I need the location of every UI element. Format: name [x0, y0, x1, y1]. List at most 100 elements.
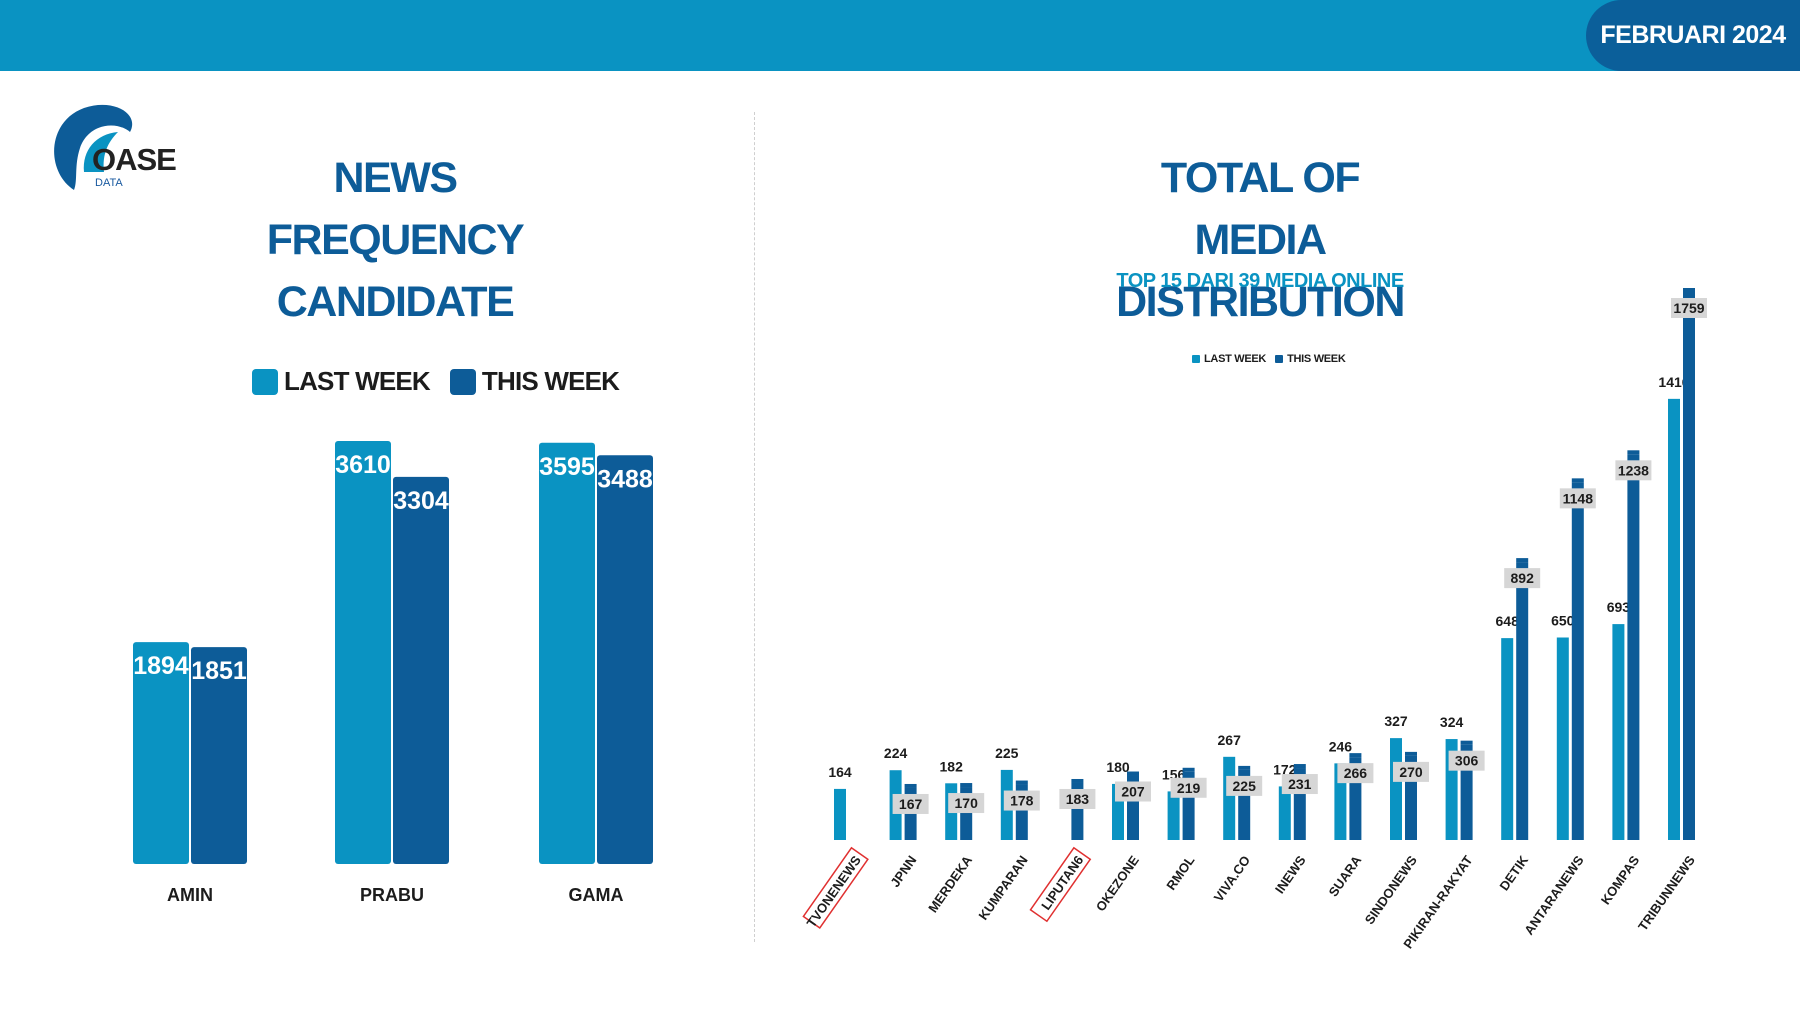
bar-prabu-this-week [393, 476, 449, 864]
value-label-inews-last-week: 172 [1273, 761, 1297, 777]
bar-cap-antaranews-this-week [1571, 478, 1584, 483]
left-chart-title: NEWS FREQUENCY CANDIDATE [230, 147, 560, 333]
category-label-merdeka: MERDEKA [925, 852, 975, 915]
value-box-merdeka-this-week [948, 793, 985, 814]
value-label-gama-last-week: 3595 [539, 453, 595, 481]
legend-swatch-this-week [1275, 355, 1284, 363]
bar-cap-kumparan-this-week [1015, 780, 1028, 785]
bar-detik-last-week [1501, 638, 1514, 840]
value-label-merdeka-this-week: 170 [955, 795, 979, 811]
value-box-okezone-this-week [1115, 781, 1151, 802]
legend-label-this-week: THIS WEEK [1287, 353, 1346, 365]
value-box-viva-co-this-week [1226, 775, 1263, 796]
value-label-liputan6-this-week: 183 [1066, 791, 1090, 807]
highlight-box-tvonenews [802, 846, 869, 930]
value-label-kumparan-this-week: 178 [1010, 793, 1034, 809]
category-label-kompas: KOMPAS [1598, 853, 1643, 908]
legend-label-last-week: LAST WEEK [1204, 353, 1267, 365]
bar-cap-inews-this-week [1293, 764, 1306, 769]
highlight-box-liputan6 [1029, 846, 1092, 923]
category-group-tribunnews: TRIBUNNEWS [1635, 853, 1698, 934]
category-label-prabu: PRABU [360, 885, 424, 905]
bar-cap-rmol-this-week [1182, 767, 1195, 772]
category-label-tribunnews: TRIBUNNEWS [1635, 853, 1698, 934]
bar-prabu-last-week [335, 441, 391, 864]
legend-label-last-week: LAST WEEK [284, 366, 431, 396]
value-label-viva-co-this-week: 225 [1233, 778, 1257, 794]
value-label-sindonews-last-week: 327 [1384, 713, 1408, 729]
value-label-pikiran-rakyat-this-week: 306 [1455, 753, 1479, 769]
value-label-inews-this-week: 231 [1288, 776, 1312, 792]
bar-cap-liputan6-this-week [1071, 778, 1084, 783]
oase-logo-icon [54, 104, 133, 190]
value-box-kumparan-this-week [1003, 790, 1040, 811]
bar-cap-viva-co-this-week [1238, 765, 1251, 770]
left-legend: LAST WEEK THIS WEEK [252, 366, 620, 397]
category-label-kumparan: KUMPARAN [975, 853, 1030, 923]
bar-cap-suara-this-week [1349, 753, 1362, 758]
value-label-tvonenews-last-week: 164 [828, 764, 852, 780]
category-label-viva-co: VIVA.CO [1211, 853, 1253, 905]
bar-rmol-last-week [1167, 791, 1180, 840]
left-title-line2: CANDIDATE [276, 278, 515, 326]
category-group-tvonenews: TVONENEWS [802, 846, 869, 931]
value-label-antaranews-this-week: 1148 [1563, 490, 1594, 506]
bar-cap-tribunnews-this-week [1683, 288, 1695, 292]
value-label-prabu-last-week: 3610 [335, 451, 391, 479]
value-label-kompas-last-week: 693 [1607, 599, 1631, 615]
category-group-kumparan: KUMPARAN [975, 853, 1030, 923]
bar-amin-this-week [191, 647, 247, 864]
right-chart-subtitle: TOP 15 DARI 39 MEDIA ONLINE [1116, 270, 1404, 292]
bar-amin-last-week [133, 642, 189, 864]
logo-brand: OASE [92, 142, 177, 177]
bar-detik-this-week [1516, 562, 1529, 840]
legend-swatch-last-week [252, 368, 278, 395]
category-group-rmol: RMOL [1163, 853, 1197, 893]
right-chart-title: TOTAL OF MEDIA DISTRIBUTION [1100, 147, 1420, 333]
value-label-rmol-this-week: 219 [1177, 780, 1201, 796]
category-group-suara: SUARA [1326, 852, 1365, 899]
value-label-okezone-this-week: 207 [1121, 784, 1145, 800]
category-label-liputan6: LIPUTAN6 [1038, 853, 1086, 913]
value-box-jpnn-this-week [892, 793, 929, 814]
value-label-kumparan-last-week: 225 [995, 745, 1019, 761]
category-label-rmol: RMOL [1163, 853, 1197, 893]
value-label-suara-last-week: 246 [1329, 738, 1353, 754]
value-label-suara-this-week: 266 [1344, 765, 1368, 781]
category-group-kompas: KOMPAS [1598, 853, 1643, 908]
category-label-okezone: OKEZONE [1093, 853, 1142, 915]
bar-tribunnews-this-week [1683, 292, 1695, 840]
bar-cap-pikiran-rakyat-this-week [1460, 740, 1473, 745]
category-group-merdeka: MERDEKA [925, 852, 975, 915]
category-group-liputan6: LIPUTAN6 [1029, 846, 1092, 923]
bar-cap-merdeka-this-week [960, 783, 973, 788]
bar-tribunnews-last-week [1668, 398, 1680, 840]
value-label-gama-this-week: 3488 [597, 465, 653, 493]
category-label-amin: AMIN [167, 885, 213, 905]
top-banner [0, 0, 1800, 71]
value-label-viva-co-last-week: 267 [1218, 732, 1242, 748]
bar-cap-sindonews-this-week [1405, 751, 1417, 756]
right-title-line2: DISTRIBUTION [1116, 278, 1405, 326]
category-group-detik: DETIK [1496, 852, 1531, 893]
value-box-pikiran-rakyat-this-week [1448, 750, 1485, 771]
value-label-jpnn-this-week: 167 [899, 796, 923, 812]
category-label-antaranews: ANTARANEWS [1521, 853, 1587, 938]
legend-swatch-this-week [449, 368, 476, 395]
bar-cap-okezone-this-week [1127, 771, 1139, 776]
bar-gama-this-week [597, 455, 653, 864]
value-label-tribunnews-this-week: 1759 [1673, 300, 1704, 316]
category-label-tvonenews: TVONENEWS [804, 853, 865, 931]
value-label-okezone-last-week: 180 [1106, 759, 1130, 775]
bar-kompas-this-week [1627, 454, 1640, 840]
category-label-suara: SUARA [1326, 852, 1365, 899]
right-title-line1: TOTAL OF MEDIA [1160, 154, 1361, 264]
value-label-jpnn-last-week: 224 [884, 745, 908, 761]
bar-cap-detik-this-week [1516, 558, 1529, 563]
bar-cap-jpnn-this-week [904, 783, 917, 788]
value-label-amin-this-week: 1851 [191, 657, 247, 685]
logo-subtitle: DATA [95, 177, 123, 189]
value-label-sindonews-this-week: 270 [1399, 764, 1423, 780]
